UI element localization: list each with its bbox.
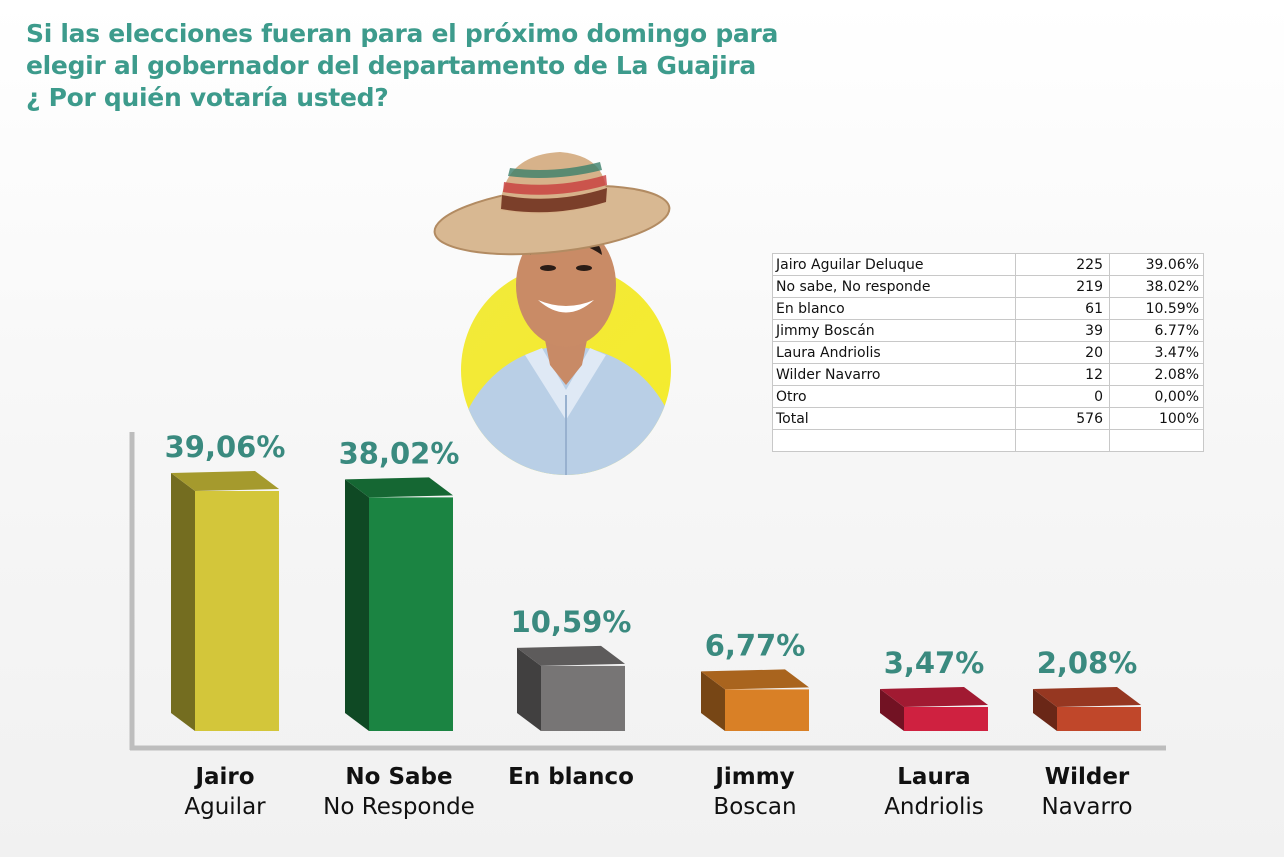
data-label: 3,47% (884, 646, 985, 680)
bar-top (171, 471, 279, 491)
category-label-line-2: Navarro (1041, 794, 1133, 820)
table-cell-name: Jimmy Boscán (772, 319, 1016, 342)
bar (517, 645, 625, 731)
category-label-line-2: Andriolis (884, 794, 984, 820)
chart-title: Si las elecciones fueran para el próximo… (26, 18, 778, 114)
data-label: 2,08% (1037, 646, 1138, 680)
bar-front (195, 491, 279, 731)
table-cell-pct: 100% (1109, 407, 1204, 430)
table-cell-name: Total (772, 407, 1016, 430)
results-table: Jairo Aguilar Deluque 225 39.06% No sabe, N… (772, 253, 1204, 452)
bar-side (880, 689, 904, 731)
table-row: Total 576 100% (772, 407, 1204, 430)
bar (1033, 687, 1141, 731)
table-cell-pct: 10.59% (1109, 297, 1204, 320)
category-label-line-1: En blanco (508, 764, 634, 790)
bar (880, 687, 988, 731)
category-label-line-1: Laura (897, 764, 971, 790)
bar-top (701, 669, 809, 690)
category-label-line-1: Wilder (1044, 764, 1130, 790)
candidate-photo (430, 150, 680, 480)
category-label-line-1: Jairo (195, 764, 255, 790)
bar-side (345, 479, 369, 731)
table-row: Laura Andriolis 20 3.47% (772, 341, 1204, 364)
chart-title-line-2: elegir al gobernador del departamento de… (26, 51, 756, 80)
category-label: Wilder Navarro (977, 762, 1197, 822)
bar-front (541, 665, 625, 731)
category-label: Jairo Aguilar (115, 762, 335, 822)
table-row: Wilder Navarro 12 2.08% (772, 363, 1204, 386)
table-row: En blanco 61 10.59% (772, 297, 1204, 320)
category-label-line-1: No Sabe (345, 764, 453, 790)
table-row (772, 429, 1204, 452)
bar-side (171, 473, 195, 731)
bar (701, 669, 809, 731)
bar-side (1033, 689, 1057, 731)
table-cell-pct: 2.08% (1109, 363, 1204, 386)
table-cell-pct (1109, 429, 1204, 452)
table-cell-pct: 3.47% (1109, 341, 1204, 364)
table-cell-name: En blanco (772, 297, 1016, 320)
table-row: Otro 0 0,00% (772, 385, 1204, 408)
chart-title-line-1: Si las elecciones fueran para el próximo… (26, 19, 779, 48)
category-label: Jimmy Boscan (645, 762, 865, 822)
category-label: En blanco (461, 762, 681, 792)
bar (171, 471, 279, 731)
bar-front (369, 497, 453, 731)
data-label: 10,59% (511, 605, 632, 639)
hat-icon (433, 152, 671, 256)
data-label: 39,06% (165, 430, 286, 464)
table-row: Jimmy Boscán 39 6.77% (772, 319, 1204, 342)
bar-front (1057, 707, 1141, 731)
category-label: Laura Andriolis (824, 762, 1044, 822)
bar-front (904, 707, 988, 731)
bar-top (517, 645, 625, 666)
chart-title-line-3: ¿ Por quién votaría usted? (26, 83, 389, 112)
category-label-line-1: Jimmy (715, 764, 795, 790)
bar-front (725, 689, 809, 731)
bar (345, 477, 453, 731)
table-cell-name: Laura Andriolis (772, 341, 1016, 364)
category-label: No Sabe No Responde (289, 762, 509, 822)
candidate-photo-illustration (433, 152, 671, 475)
bar-top (345, 477, 453, 498)
bar-top (880, 687, 988, 707)
category-label-line-2: Aguilar (184, 794, 266, 820)
category-label-line-2: Boscan (713, 794, 797, 820)
bar-top (1033, 687, 1141, 707)
table-cell-pct: 38.02% (1109, 275, 1204, 298)
data-label: 38,02% (339, 436, 460, 470)
bar-side (701, 671, 725, 731)
category-label-line-2: No Responde (323, 794, 475, 820)
bar-side (517, 647, 541, 731)
table-cell-pct: 39.06% (1109, 253, 1204, 276)
table-cell-votes: 39 (1015, 319, 1110, 342)
data-label: 6,77% (705, 628, 806, 662)
table-row: No sabe, No responde 219 38.02% (772, 275, 1204, 298)
